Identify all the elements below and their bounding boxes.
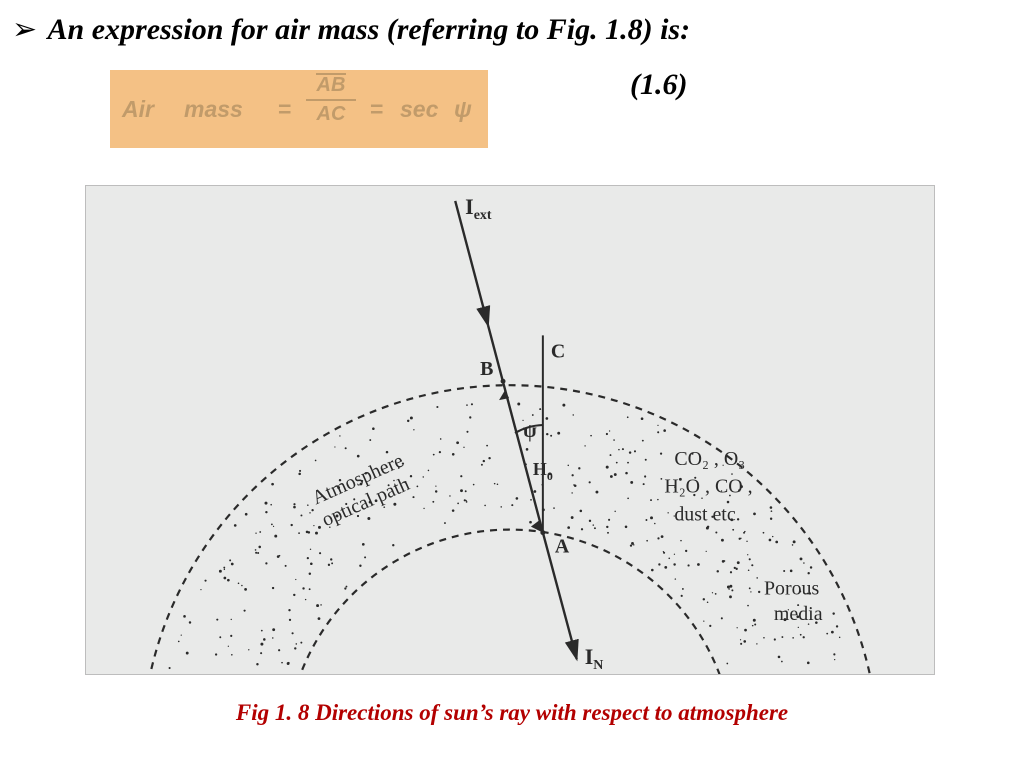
label-B: B — [480, 358, 493, 380]
label-gases1: CO₂ , O₃ — [674, 448, 745, 470]
label-C: C — [551, 340, 565, 362]
label-gases3: dust etc. — [674, 504, 740, 526]
eq-numer: AB — [317, 74, 346, 96]
equation-row: Air mass = AB AC = sec ψ — [110, 70, 1024, 155]
label-Iext-sub: ext — [474, 208, 492, 223]
label-IN: I — [585, 644, 594, 669]
eq-psi: ψ — [454, 96, 472, 123]
label-IN-sub: N — [593, 658, 603, 673]
figure-caption: Fig 1. 8 Directions of sun’s ray with re… — [0, 700, 1024, 726]
label-H0-sub: 0 — [547, 469, 553, 483]
eq-air: Air — [122, 96, 154, 123]
header-text: ➢ An expression for air mass (referring … — [12, 12, 690, 47]
eq-mass: mass — [184, 96, 243, 123]
svg-text:Iext: Iext — [465, 194, 492, 223]
label-A: A — [555, 535, 570, 557]
equation-number: (1.6) — [630, 68, 687, 102]
bullet-icon: ➢ — [12, 12, 37, 47]
equation-box: Air mass = AB AC = sec ψ — [110, 70, 488, 148]
eq-equals-2: = — [370, 96, 383, 123]
header-content: An expression for air mass (referring to… — [48, 13, 691, 46]
figure-frame: Iext IN A B C ψ H0 Atmosphere optical pa… — [85, 185, 935, 675]
eq-equals-1: = — [278, 96, 291, 123]
atmosphere-diagram: Iext IN A B C ψ H0 Atmosphere optical pa… — [86, 186, 934, 674]
label-H0: H — [533, 459, 547, 479]
svg-text:Atmosphere optical p: Atmosphere optical path — [309, 448, 421, 532]
eq-fraction: AB AC — [306, 74, 356, 126]
label-Iext: I — [465, 194, 474, 219]
label-psi: ψ — [523, 420, 537, 442]
eq-denom: AC — [306, 103, 356, 126]
eq-sec: sec — [400, 96, 438, 123]
label-gases2: H₂O , CO , — [664, 476, 752, 498]
label-porous1: Porous — [764, 577, 820, 599]
svg-text:IN: IN — [585, 644, 604, 673]
label-porous2: media — [774, 603, 823, 625]
